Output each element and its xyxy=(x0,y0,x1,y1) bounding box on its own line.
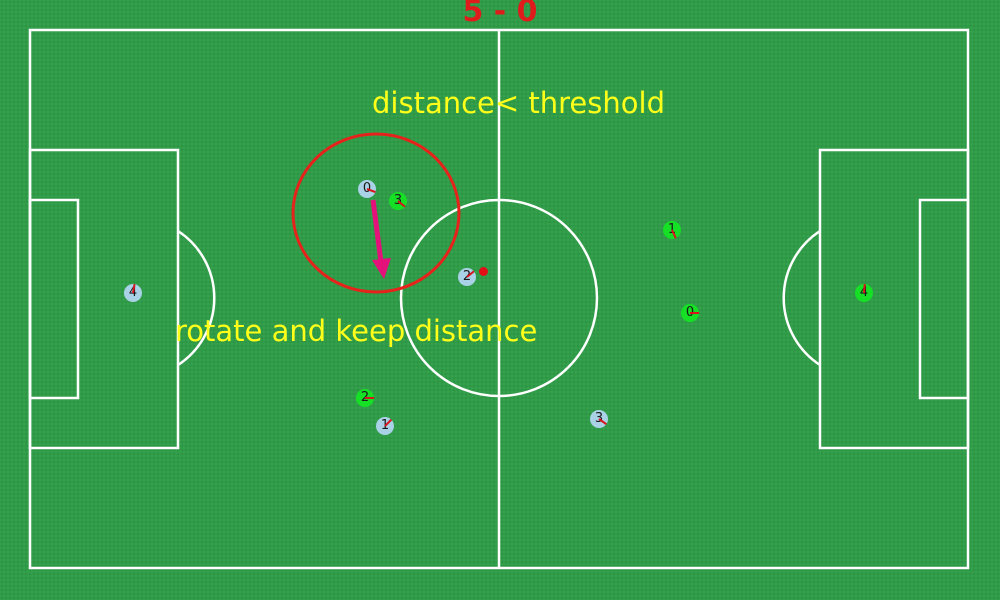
heading-marker xyxy=(365,397,374,399)
left-penalty-arc xyxy=(177,229,216,367)
ball xyxy=(479,267,488,276)
player-number: 1 xyxy=(668,222,676,237)
green-player-3: 3 xyxy=(389,192,407,210)
green-player-2: 2 xyxy=(356,389,374,407)
heading-marker xyxy=(690,312,699,314)
rotate-annotation: rotate and keep distance xyxy=(175,314,538,348)
blue-player-3: 3 xyxy=(590,410,608,428)
green-player-4: 4 xyxy=(855,283,873,302)
center-circle xyxy=(399,198,599,398)
blue-player-4: 4 xyxy=(124,283,142,302)
blue-player-1: 1 xyxy=(376,417,394,435)
green-player-0: 0 xyxy=(681,304,699,322)
left-penalty-area xyxy=(28,148,180,450)
scoreboard: 5 - 0 xyxy=(462,0,538,29)
green-player-1: 1 xyxy=(663,221,681,239)
right-goal-area xyxy=(918,198,970,400)
right-penalty-arc xyxy=(782,229,821,367)
left-goal-area xyxy=(28,198,80,400)
threshold-annotation: distance< threshold xyxy=(372,86,665,120)
direction-arrow xyxy=(370,199,391,279)
right-penalty-area xyxy=(818,148,970,450)
blue-player-2: 2 xyxy=(458,268,476,286)
blue-player-0: 0 xyxy=(358,180,376,198)
distance-threshold-circle xyxy=(291,132,461,294)
